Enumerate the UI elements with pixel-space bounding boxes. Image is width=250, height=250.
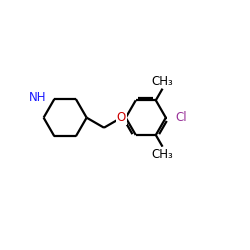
- Text: Cl: Cl: [175, 111, 187, 124]
- Text: NH: NH: [29, 91, 46, 104]
- Text: CH₃: CH₃: [152, 74, 174, 88]
- Text: CH₃: CH₃: [152, 148, 174, 161]
- Text: O: O: [117, 111, 126, 124]
